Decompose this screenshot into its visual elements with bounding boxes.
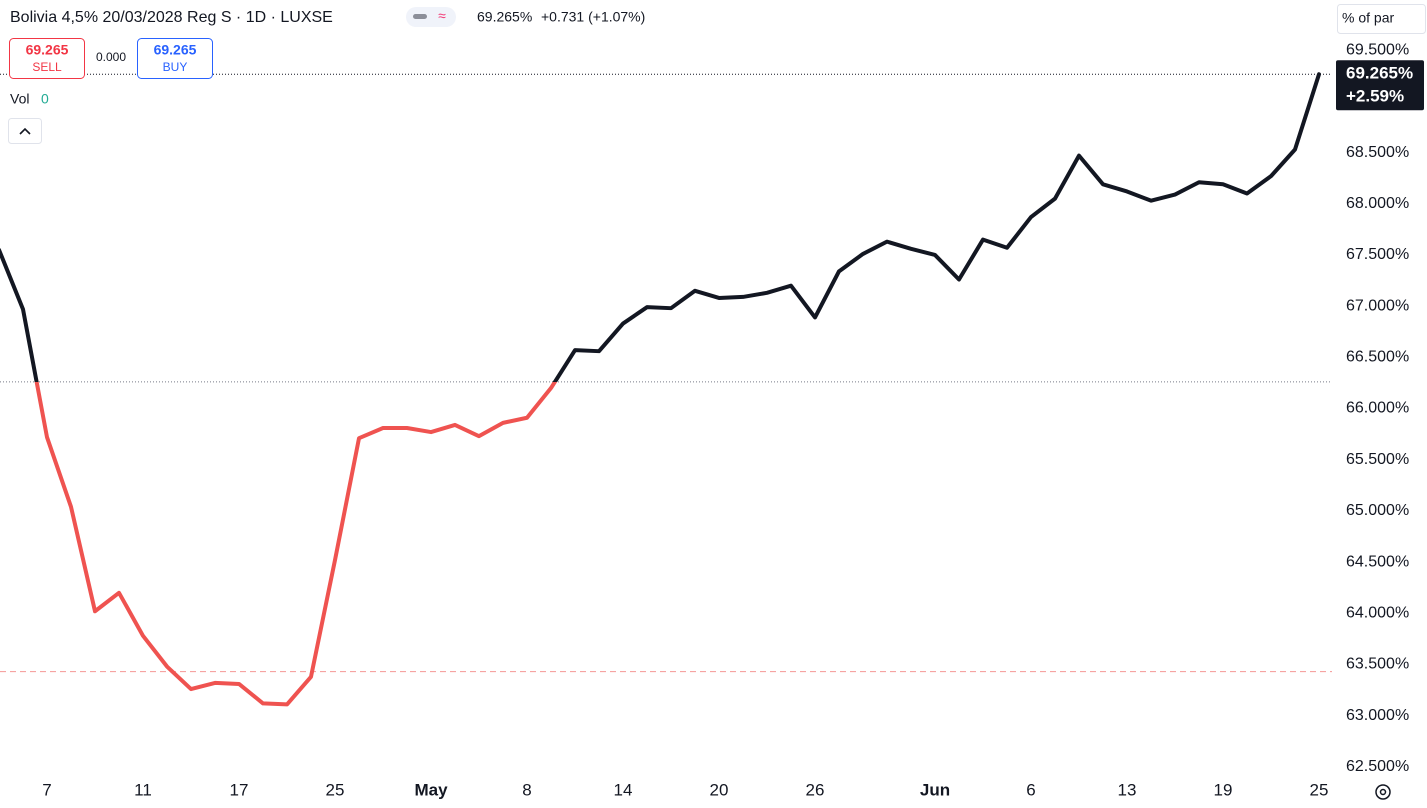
settings-icon[interactable] (1375, 784, 1391, 800)
x-tick-label: 20 (710, 780, 729, 799)
y-tick-label: 65.000% (1346, 502, 1409, 519)
price-tag (1336, 60, 1424, 111)
sell-price: 69.265 (26, 42, 69, 58)
price-axis: 62.500% 63.000% 63.500% 64.000% 64.500% 65.00… (1332, 0, 1427, 808)
y-tick-label: 69.500% (1346, 41, 1409, 58)
y-tick-label: 64.000% (1346, 605, 1409, 622)
volume-label: Vol (10, 91, 29, 107)
y-tick-label: 68.000% (1346, 195, 1409, 212)
price-tag-value: 69.265% (1346, 64, 1413, 83)
x-tick-label: 11 (134, 780, 152, 799)
y-tick-label: 63.000% (1346, 707, 1409, 724)
collapse-icon (19, 127, 31, 135)
x-tick-label: 6 (1026, 780, 1035, 799)
x-tick-label: 19 (1214, 780, 1233, 799)
buy-label: BUY (163, 60, 188, 74)
y-tick-label: 67.500% (1346, 246, 1409, 263)
volume-value: 0 (41, 91, 49, 107)
buy-price: 69.265 (154, 42, 197, 58)
price-tag-change: +2.59% (1346, 87, 1404, 106)
price-line-series (0, 72, 1321, 707)
y-tick-label: 63.500% (1346, 656, 1409, 673)
plot-area (0, 72, 1332, 707)
y-tick-label: 66.500% (1346, 349, 1409, 366)
last-price: 69.265% (477, 9, 532, 25)
collapse-button[interactable] (8, 118, 42, 144)
y-tick-label: 66.000% (1346, 400, 1409, 417)
y-tick-label: 64.500% (1346, 553, 1409, 570)
status-icon: ≈ (438, 8, 446, 24)
unit-button[interactable] (1337, 4, 1426, 34)
buy-button[interactable] (137, 38, 213, 79)
x-tick-label: 13 (1118, 780, 1137, 799)
y-tick-label: 62.500% (1346, 758, 1409, 775)
x-tick-label: 8 (522, 780, 531, 799)
x-tick-label: May (414, 780, 448, 799)
x-tick-label: 26 (806, 780, 825, 799)
spread: 0.000 (96, 50, 126, 64)
status-icon (413, 14, 427, 19)
x-tick-label: 25 (326, 780, 345, 799)
settings-icon-center (1379, 788, 1387, 796)
y-tick-label: 67.000% (1346, 297, 1409, 314)
y-tick-label: 68.500% (1346, 144, 1409, 161)
status-pill[interactable] (406, 7, 456, 27)
unit-label: % of par (1342, 10, 1394, 26)
x-tick-label: 25 (1310, 780, 1329, 799)
sell-button[interactable] (9, 38, 85, 79)
price-axis-bg (1332, 0, 1427, 808)
legend-overlay: Bolivia 4,5% 20/03/2028 Reg S · 1D · LUX… (8, 4, 1426, 800)
price-change: +0.731 (+1.07%) (541, 9, 645, 25)
x-tick-label: 7 (42, 780, 51, 799)
symbol-title: Bolivia 4,5% 20/03/2028 Reg S · 1D · LUX… (10, 9, 333, 26)
sell-label: SELL (32, 60, 62, 74)
y-tick-label: 65.500% (1346, 451, 1409, 468)
x-tick-label: Jun (920, 780, 950, 799)
x-tick-label: 14 (614, 780, 633, 799)
x-tick-label: 17 (230, 780, 249, 799)
